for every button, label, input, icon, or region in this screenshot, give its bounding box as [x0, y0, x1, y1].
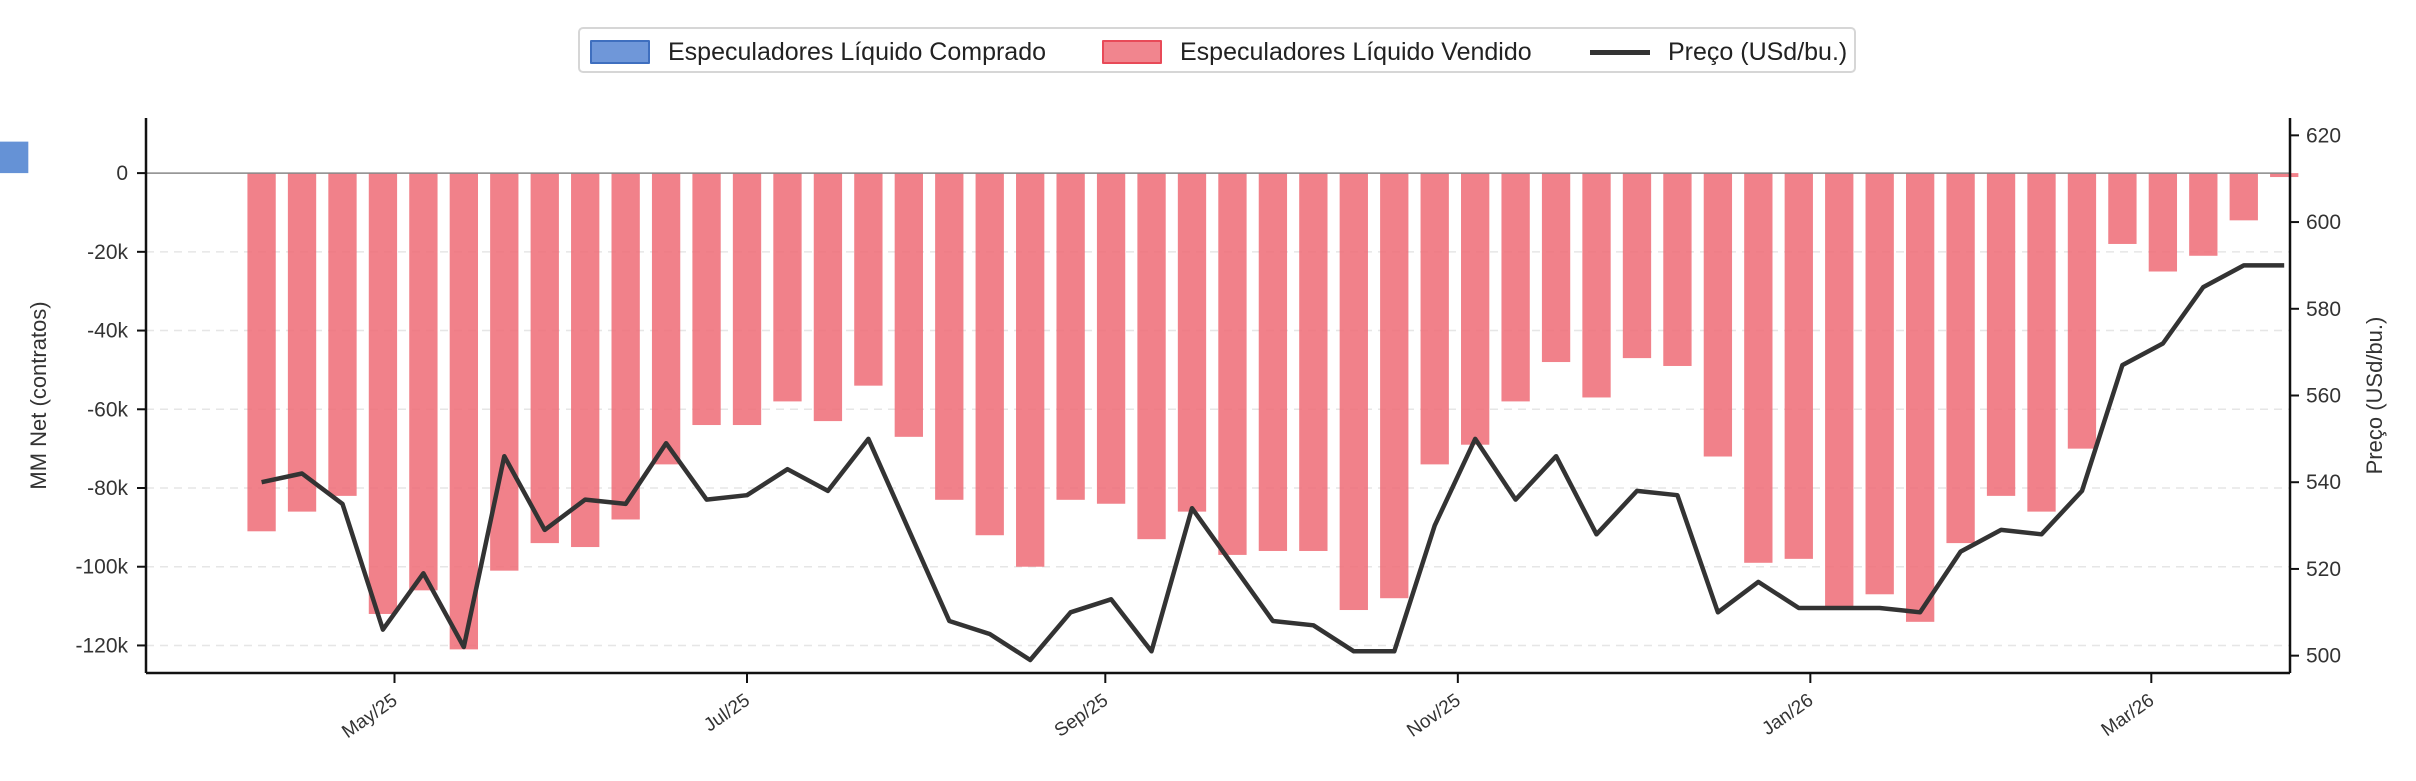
bar-short	[247, 173, 276, 532]
x-tick-label: Mar/26	[2098, 690, 2158, 741]
bar-short	[854, 173, 883, 386]
x-tick-label: Sep/25	[1051, 690, 1112, 742]
bar-short	[571, 173, 600, 548]
bar-short	[328, 173, 357, 496]
bar-short	[1784, 173, 1813, 559]
bar-short	[1744, 173, 1773, 563]
x-tick-label: Nov/25	[1403, 690, 1464, 742]
y-tick-label-right: 540	[2306, 471, 2341, 494]
bar-short	[1986, 173, 2016, 496]
bar-short	[530, 173, 559, 544]
bar-short	[611, 173, 640, 520]
y-axis-label-right: Preço (USd/bu.)	[2362, 317, 2387, 475]
bar-short	[449, 173, 479, 650]
bar-short	[1016, 173, 1045, 567]
bar-short	[935, 173, 964, 500]
bar-short	[1258, 173, 1288, 551]
legend-item-long: Especuladores Líquido Comprado	[590, 29, 1046, 75]
bar-short	[651, 173, 681, 465]
legend-item-price: Preço (USd/bu.)	[1590, 29, 1847, 75]
bar-short	[409, 173, 438, 591]
legend-item-short: Especuladores Líquido Vendido	[1102, 29, 1532, 75]
x-tick-label: May/25	[338, 690, 401, 743]
bar-short	[1905, 173, 1935, 622]
y-tick-label-left: -80k	[87, 477, 128, 500]
bar-short	[894, 173, 923, 437]
bar-short	[1825, 173, 1854, 607]
bar-short	[692, 173, 721, 426]
bar-short	[732, 173, 762, 426]
bar-short	[813, 173, 843, 422]
bar-short	[368, 173, 398, 614]
bar-short	[1582, 173, 1611, 398]
y-tick-label-left: -40k	[87, 320, 128, 343]
bar-short	[287, 173, 317, 512]
x-tick-label: Jan/26	[1758, 690, 1817, 740]
bar-short	[1218, 173, 1247, 555]
bar-short	[1299, 173, 1328, 551]
y-tick-label-right: 580	[2306, 298, 2341, 321]
bar-short	[1663, 173, 1692, 366]
bar-short	[2067, 173, 2097, 449]
legend-swatch-short	[1102, 40, 1162, 64]
y-tick-label-right: 600	[2306, 211, 2341, 234]
bar-short	[1177, 173, 1207, 512]
bar-short	[1946, 173, 1975, 544]
bar-short	[2108, 173, 2137, 244]
bar-short	[1865, 173, 1894, 595]
bar-short	[1461, 173, 1490, 445]
bar-short	[1096, 173, 1126, 504]
bar-short	[2270, 173, 2299, 178]
legend-label-price: Preço (USd/bu.)	[1668, 37, 1848, 66]
bar-short	[2148, 173, 2178, 272]
y-tick-label-right: 560	[2306, 385, 2341, 408]
x-tick-label: Jul/25	[700, 690, 754, 736]
bars-group	[0, 141, 2299, 650]
bar-short	[975, 173, 1004, 536]
bar-short	[1056, 173, 1085, 500]
chart-legend: Especuladores Líquido Comprado Especulad…	[578, 27, 1856, 73]
bar-short	[1339, 173, 1368, 611]
legend-label-short: Especuladores Líquido Vendido	[1180, 37, 1532, 66]
price-line	[261, 263, 2285, 663]
y-tick-label-right: 500	[2306, 645, 2341, 668]
y-tick-label-left: -60k	[87, 398, 128, 421]
bar-short	[773, 173, 802, 402]
y-tick-label-right: 620	[2306, 124, 2341, 147]
bar-long	[0, 141, 29, 174]
bar-short	[1380, 173, 1409, 599]
bar-short	[1137, 173, 1166, 540]
y-axis-label-left: MM Net (contratos)	[26, 301, 51, 489]
bar-short	[2229, 173, 2258, 221]
y-tick-label-left: -100k	[75, 556, 128, 579]
bar-short	[2189, 173, 2218, 256]
y-tick-label-left: -120k	[75, 634, 128, 657]
bar-short	[1541, 173, 1571, 363]
y-tick-label-left: -20k	[87, 241, 128, 264]
bar-short	[1622, 173, 1652, 359]
legend-swatch-long	[590, 40, 650, 64]
bar-short	[1501, 173, 1530, 402]
y-tick-label-right: 520	[2306, 558, 2341, 581]
bar-short	[2027, 173, 2056, 512]
y-tick-label-left: 0	[116, 162, 128, 185]
bar-short	[1703, 173, 1733, 457]
legend-label-long: Especuladores Líquido Comprado	[668, 37, 1047, 66]
bar-short	[1420, 173, 1449, 465]
legend-swatch-price	[1590, 49, 1650, 55]
